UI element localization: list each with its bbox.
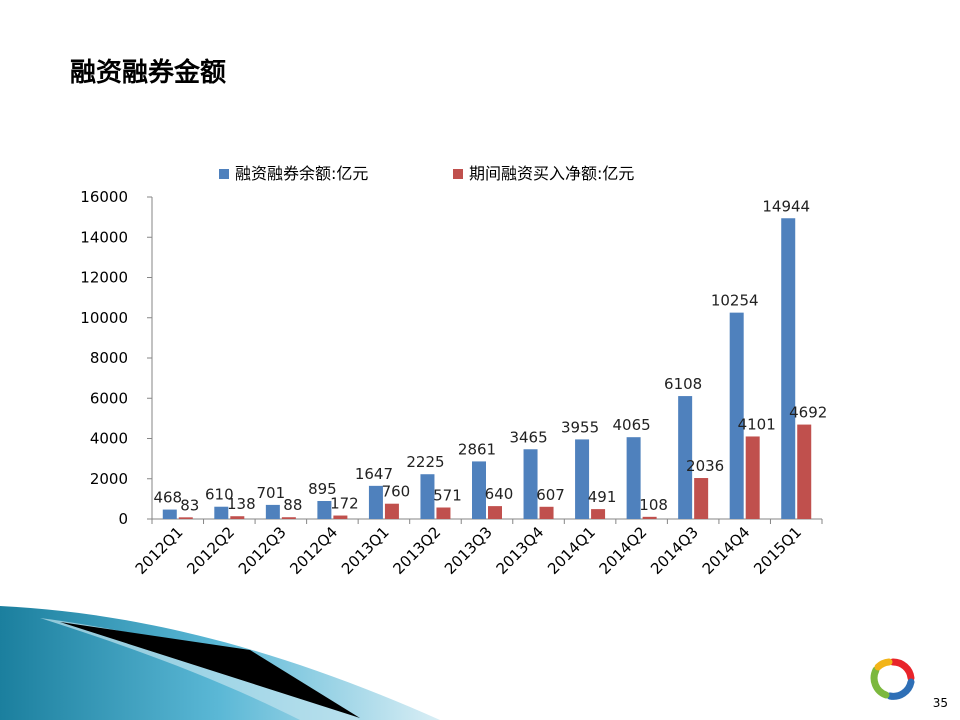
x-tick-label: 2014Q3 bbox=[647, 523, 702, 578]
y-tick-label: 2000 bbox=[90, 470, 128, 488]
bar-series2 bbox=[333, 515, 348, 519]
data-label-series1: 3465 bbox=[509, 428, 547, 446]
data-label-series1: 6108 bbox=[664, 375, 702, 393]
data-label-series2: 83 bbox=[180, 496, 199, 514]
data-label-series1: 701 bbox=[257, 484, 286, 502]
data-label-series1: 1647 bbox=[355, 465, 393, 483]
x-tick-label: 2014Q2 bbox=[596, 523, 651, 578]
bar-series2 bbox=[230, 516, 245, 519]
data-label-series1: 2861 bbox=[458, 440, 496, 458]
bar-series1 bbox=[781, 218, 796, 519]
bar-series2 bbox=[694, 478, 709, 519]
legend-label-series1: 融资融券余额:亿元 bbox=[235, 164, 368, 183]
bar-series2 bbox=[281, 517, 296, 519]
y-tick-label: 8000 bbox=[90, 349, 128, 367]
bar-series1 bbox=[368, 485, 383, 519]
bar-series2 bbox=[488, 506, 502, 519]
axes: 0 2000 4000 6000 8000 10000 12000 14000 16000 201… bbox=[80, 188, 823, 578]
data-label-series2: 640 bbox=[485, 485, 514, 503]
data-label-series1: 3955 bbox=[561, 418, 599, 436]
slide-title: 融资融券金额 bbox=[70, 58, 227, 88]
x-tick-label: 2013Q2 bbox=[389, 523, 444, 578]
data-label-series2: 138 bbox=[227, 495, 256, 513]
bar-series1 bbox=[214, 506, 229, 519]
data-label-series1: 14944 bbox=[762, 197, 810, 215]
data-labels: 468 610 701 895 1647 2225 2861 3465 3955 4065 6108… bbox=[153, 197, 827, 514]
data-label-series1: 895 bbox=[308, 480, 337, 498]
data-label-series1: 610 bbox=[205, 486, 234, 504]
data-label-series2: 88 bbox=[283, 496, 302, 514]
x-tick-label: 2013Q1 bbox=[338, 523, 393, 578]
x-tick-label: 2014Q1 bbox=[544, 523, 599, 578]
data-label-series2: 571 bbox=[433, 487, 462, 505]
x-tick-label: 2013Q3 bbox=[441, 523, 496, 578]
page-number: 35 bbox=[932, 696, 948, 710]
data-label-series2: 491 bbox=[588, 488, 617, 506]
bar-series2 bbox=[539, 506, 554, 519]
y-tick-label: 6000 bbox=[90, 389, 128, 407]
data-label-series2: 607 bbox=[536, 486, 565, 504]
data-label-series2: 4101 bbox=[738, 415, 776, 433]
bar-series1 bbox=[678, 396, 693, 519]
bar-series2 bbox=[797, 424, 812, 519]
y-tick-label: 14000 bbox=[80, 228, 128, 246]
x-tick-label: 2012Q3 bbox=[235, 523, 290, 578]
data-label-series1: 468 bbox=[153, 489, 182, 507]
bar-series1 bbox=[472, 461, 486, 519]
bar-series1 bbox=[162, 509, 177, 519]
bar-series2 bbox=[384, 503, 399, 519]
y-tick-label: 12000 bbox=[80, 269, 128, 287]
y-tick-label: 16000 bbox=[80, 188, 128, 206]
bar-series1 bbox=[420, 474, 435, 519]
bars bbox=[162, 218, 812, 519]
bar-series2 bbox=[642, 516, 657, 519]
y-tick-label: 0 bbox=[118, 510, 128, 528]
data-label-series1: 10254 bbox=[711, 292, 759, 310]
bar-series2 bbox=[591, 509, 606, 519]
company-logo bbox=[870, 658, 915, 700]
bar-series1 bbox=[265, 504, 280, 519]
data-label-series1: 2225 bbox=[406, 453, 444, 471]
data-label-series2: 4692 bbox=[789, 404, 827, 422]
bar-series2 bbox=[178, 517, 193, 519]
data-label-series2: 172 bbox=[330, 495, 359, 513]
legend-swatch-series2 bbox=[453, 169, 463, 179]
bar-series1 bbox=[729, 312, 744, 519]
data-label-series2: 760 bbox=[382, 483, 411, 501]
x-tick-label: 2012Q1 bbox=[132, 523, 187, 578]
legend-swatch-series1 bbox=[219, 169, 229, 179]
x-tick-label: 2012Q2 bbox=[183, 523, 238, 578]
bar-series1 bbox=[626, 437, 641, 519]
data-label-series1: 4065 bbox=[613, 416, 651, 434]
legend-label-series2: 期间融资买入净额:亿元 bbox=[469, 164, 634, 183]
x-tick-label: 2015Q1 bbox=[750, 523, 805, 578]
bar-series1 bbox=[317, 500, 332, 519]
data-label-series2: 2036 bbox=[686, 457, 724, 475]
bar-series2 bbox=[745, 436, 760, 519]
bar-series1 bbox=[523, 449, 538, 519]
y-tick-label: 10000 bbox=[80, 309, 128, 327]
bar-series2 bbox=[436, 507, 451, 519]
y-tick-label: 4000 bbox=[90, 430, 128, 448]
legend: 融资融券余额:亿元 期间融资买入净额:亿元 bbox=[219, 164, 634, 183]
x-tick-label: 2012Q4 bbox=[286, 523, 341, 578]
x-tick-label: 2014Q4 bbox=[699, 523, 754, 578]
bar-series1 bbox=[575, 439, 590, 519]
data-label-series2: 108 bbox=[639, 496, 668, 514]
x-tick-label: 2013Q4 bbox=[493, 523, 548, 578]
